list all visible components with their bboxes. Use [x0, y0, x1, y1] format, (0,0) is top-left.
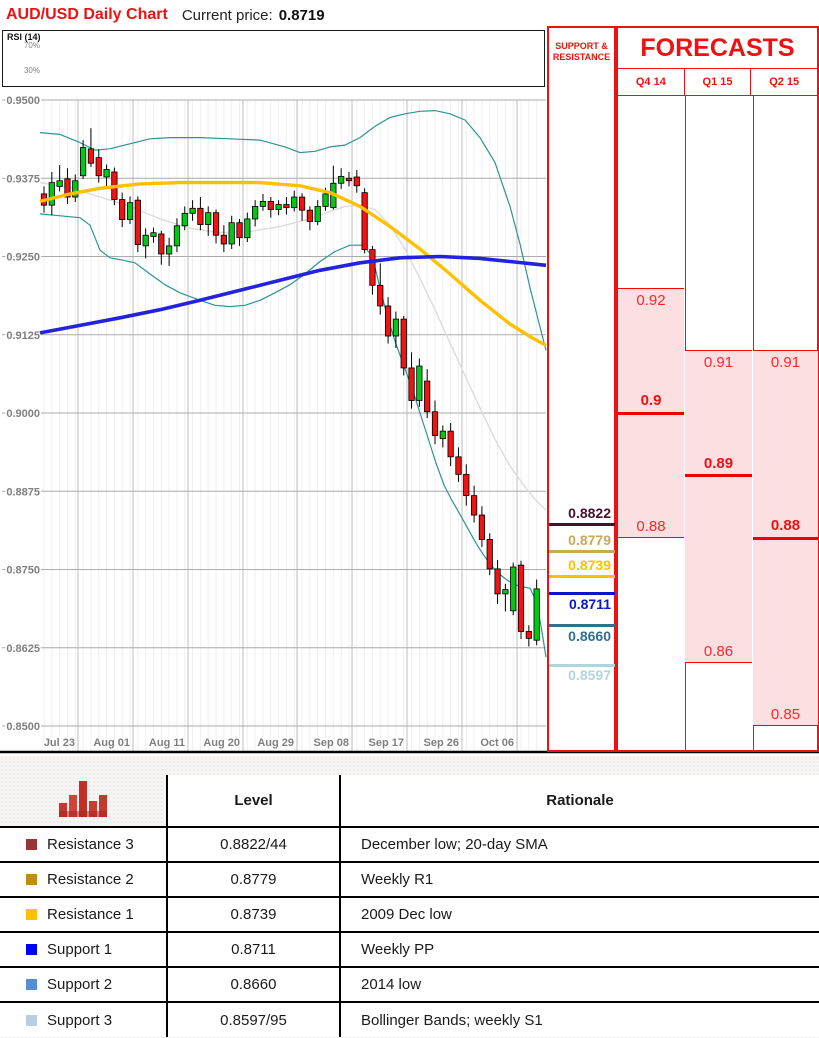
- svg-text:Sep 26: Sep 26: [424, 737, 459, 749]
- support-resistance-rail: SUPPORT & RESISTANCE: [547, 26, 616, 752]
- level-name-cell: Resistance 1: [0, 896, 168, 933]
- svg-text:Sep 08: Sep 08: [314, 737, 349, 749]
- sr-level-line-0.8822: [549, 522, 615, 526]
- svg-text:0.9250: 0.9250: [6, 252, 40, 264]
- svg-text:Aug 11: Aug 11: [149, 737, 185, 749]
- rationale-column-header: Rationale: [339, 775, 819, 828]
- level-bullet-icon: [26, 1014, 37, 1026]
- level-value-cell: 0.8597/95: [166, 1001, 341, 1037]
- rationale-cell: Bollinger Bands; weekly S1: [339, 1001, 819, 1037]
- svg-text:0.9125: 0.9125: [6, 330, 40, 342]
- sr-level-label-0.8711: 0.8711: [568, 595, 611, 612]
- forecast-median-label: 0.88: [770, 517, 801, 535]
- sr-level-label-0.8660: 0.8660: [568, 627, 611, 644]
- forecasts-title: FORECASTS: [618, 28, 817, 69]
- svg-text:Oct 06: Oct 06: [480, 737, 514, 749]
- rationale-cell: Weekly PP: [339, 931, 819, 968]
- level-column-header: Level: [166, 775, 341, 828]
- level-name-cell: Support 2: [0, 966, 168, 1003]
- level-bullet-icon: [26, 874, 37, 885]
- forecast-median-line: [753, 536, 818, 540]
- table-row-support-1: Support 1 0.8711 Weekly PP: [0, 931, 819, 968]
- forecast-low-label: 0.86: [703, 643, 734, 661]
- bar-chart-icon: [0, 775, 168, 828]
- svg-text:Sep 17: Sep 17: [369, 737, 404, 749]
- level-value-cell: 0.8660: [166, 966, 341, 1003]
- forecast-median-line: [618, 411, 684, 415]
- forecast-quarter-q2-15: Q2 15: [750, 69, 817, 95]
- table-row-support-3: Support 3 0.8597/95 Bollinger Bands; weekl…: [0, 1001, 819, 1037]
- rsi-lower-tick: 30%: [23, 66, 40, 75]
- svg-text:0.8875: 0.8875: [6, 486, 40, 498]
- table-row-resistance-2: Resistance 2 0.8779 Weekly R1: [0, 861, 819, 898]
- forecast-high-label: 0.91: [703, 354, 734, 372]
- sr-level-label-0.8822: 0.8822: [568, 505, 611, 522]
- sr-level-line-0.8660: [549, 624, 615, 628]
- current-price-value: 0.8719: [278, 6, 325, 24]
- svg-text:0.9375: 0.9375: [6, 173, 40, 185]
- sr-level-line-0.8779: [549, 549, 615, 553]
- page-title: AUD/USD Daily Chart: [6, 6, 168, 23]
- level-value-cell: 0.8711: [166, 931, 341, 968]
- rationale-cell: Weekly R1: [339, 861, 819, 898]
- table-row-resistance-3: Resistance 3 0.8822/44 December low; 20-da…: [0, 826, 819, 863]
- sr-level-label-0.8739: 0.8739: [568, 557, 611, 574]
- svg-text:Aug 20: Aug 20: [203, 737, 240, 749]
- rsi-upper-tick: 70%: [23, 41, 40, 50]
- rsi-label: RSI (14): [7, 32, 41, 42]
- svg-text:0.9000: 0.9000: [6, 408, 40, 420]
- level-value-cell: 0.8739: [166, 896, 341, 933]
- level-value-cell: 0.8779: [166, 861, 341, 898]
- forecasts-quarters-row: Q4 14 Q1 15 Q2 15: [618, 69, 817, 96]
- forecast-high-label: 0.92: [636, 291, 666, 309]
- level-bullet-icon: [26, 979, 37, 990]
- level-bullet-icon: [26, 944, 37, 955]
- table-row-support-2: Support 2 0.8660 2014 low: [0, 966, 819, 1003]
- page-header: AUD/USD Daily Chart Current price: 0.871…: [6, 4, 325, 26]
- forecast-range-Q1-15: [685, 350, 752, 664]
- table-header-row: Level Rationale: [0, 775, 819, 828]
- rationale-cell: December low; 20-day SMA: [339, 826, 819, 863]
- svg-text:0.8500: 0.8500: [6, 721, 40, 733]
- svg-text:Aug 01: Aug 01: [93, 737, 130, 749]
- rationale-cell: 2014 low: [339, 966, 819, 1003]
- sr-level-line-0.8711: [549, 592, 615, 596]
- support-resistance-header: SUPPORT & RESISTANCE: [552, 41, 611, 62]
- svg-text:0.8625: 0.8625: [6, 643, 40, 655]
- level-name-cell: Support 1: [0, 931, 168, 968]
- forecast-low-label: 0.88: [636, 518, 666, 536]
- level-name-cell: Resistance 3: [0, 826, 168, 863]
- forecast-median-line: [685, 474, 752, 478]
- forecast-median-label: 0.9: [640, 392, 662, 409]
- forecast-median-label: 0.89: [703, 454, 734, 472]
- svg-text:Aug 29: Aug 29: [257, 737, 294, 749]
- levels-rationale-table: Level Rationale Resistance 3 0.8822/44 Dec…: [0, 775, 819, 1037]
- current-price-label: Current price:: [181, 6, 273, 24]
- level-bullet-icon: [26, 839, 37, 850]
- forecast-low-label: 0.85: [770, 706, 801, 723]
- rsi-panel: RSI (14): [2, 30, 545, 87]
- sr-level-label-0.8779: 0.8779: [568, 532, 611, 549]
- sr-level-label-0.8597: 0.8597: [568, 667, 611, 684]
- level-bullet-icon: [26, 909, 37, 920]
- forecast-quarter-q1-15: Q1 15: [683, 69, 751, 95]
- forecast-high-label: 0.91: [770, 354, 801, 372]
- level-name-cell: Support 3: [0, 1001, 168, 1037]
- sr-level-line-0.8739: [549, 574, 615, 578]
- table-row-resistance-1: Resistance 1 0.8739 2009 Dec low: [0, 896, 819, 933]
- forecast-quarter-q4-14: Q4 14: [635, 76, 666, 88]
- svg-text:Jul 23: Jul 23: [44, 737, 75, 749]
- level-name-cell: Resistance 2: [0, 861, 168, 898]
- rationale-cell: 2009 Dec low: [339, 896, 819, 933]
- level-value-cell: 0.8822/44: [166, 826, 341, 863]
- svg-text:0.8750: 0.8750: [6, 565, 40, 577]
- svg-text:0.9500: 0.9500: [6, 95, 40, 107]
- sr-level-line-0.8597: [549, 663, 615, 667]
